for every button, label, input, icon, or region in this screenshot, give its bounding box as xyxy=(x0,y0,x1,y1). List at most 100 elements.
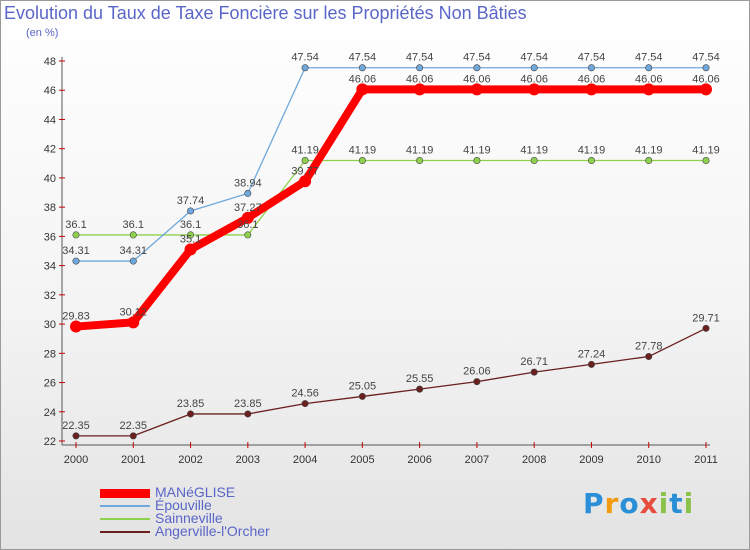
logo-letter: o xyxy=(619,487,640,520)
y-tick-label: 38 xyxy=(44,202,56,214)
data-point xyxy=(702,324,710,332)
data-point xyxy=(642,83,655,96)
data-point xyxy=(585,83,598,96)
data-label: 36.1 xyxy=(65,219,86,231)
data-point xyxy=(244,189,252,197)
logo-letter: x xyxy=(639,487,659,520)
data-label: 23.85 xyxy=(177,398,205,410)
data-point xyxy=(358,64,366,72)
data-point xyxy=(127,316,140,329)
data-point xyxy=(301,64,309,72)
series-line-2 xyxy=(76,159,706,236)
y-tick-label: 36 xyxy=(44,231,56,243)
data-label: 30.12 xyxy=(120,306,148,318)
y-axis-unit: (en %) xyxy=(26,27,59,39)
x-tick-label: 2010 xyxy=(636,454,660,466)
x-tick-label: 2002 xyxy=(178,454,202,466)
data-label: 35.1 xyxy=(180,234,201,246)
x-tick-label: 2005 xyxy=(350,454,374,466)
legend-item-maneglise: MANéGLISE xyxy=(100,484,360,500)
data-label: 24.56 xyxy=(291,388,319,400)
data-point xyxy=(187,207,195,215)
data-point xyxy=(129,231,137,239)
data-label: 47.54 xyxy=(692,52,720,64)
data-label: 34.31 xyxy=(120,245,148,257)
data-label: 36.1 xyxy=(123,219,144,231)
data-point xyxy=(473,64,481,72)
data-point xyxy=(413,83,426,96)
data-label: 34.31 xyxy=(62,245,90,257)
data-label: 41.19 xyxy=(463,145,491,157)
data-point xyxy=(416,64,424,72)
data-point xyxy=(530,157,538,165)
data-point xyxy=(129,432,137,440)
y-tick-label: 48 xyxy=(44,56,56,68)
data-point xyxy=(244,231,252,239)
legend-swatch-sainneville xyxy=(100,518,150,520)
data-label: 36.1 xyxy=(237,219,258,231)
data-label: 41.19 xyxy=(520,145,548,157)
data-label: 38.94 xyxy=(234,177,262,189)
x-tick-label: 2003 xyxy=(236,454,260,466)
data-point xyxy=(299,175,312,188)
data-point xyxy=(587,64,595,72)
data-label: 47.54 xyxy=(578,52,606,64)
x-tick-label: 2011 xyxy=(694,454,718,466)
x-tick-label: 2006 xyxy=(407,454,431,466)
series-line-0 xyxy=(75,85,706,331)
y-tick-label: 44 xyxy=(44,114,56,126)
data-point xyxy=(530,64,538,72)
data-label: 46.06 xyxy=(520,73,548,85)
series-line-3 xyxy=(76,327,707,437)
legend-swatch-angerville xyxy=(100,531,150,533)
y-tick-label: 46 xyxy=(44,85,56,97)
data-label: 37.27 xyxy=(234,202,262,214)
data-label: 46.06 xyxy=(692,73,720,85)
data-label: 29.83 xyxy=(62,311,90,323)
legend-swatch-maneglise xyxy=(100,489,150,498)
data-label: 46.06 xyxy=(578,73,606,85)
data-point xyxy=(358,392,366,400)
data-label: 41.19 xyxy=(578,145,606,157)
data-label: 41.19 xyxy=(635,145,663,157)
data-label: 41.19 xyxy=(291,145,319,157)
data-point xyxy=(70,320,82,333)
y-tick-label: 32 xyxy=(44,290,56,302)
data-point xyxy=(184,243,197,256)
data-label: 27.24 xyxy=(578,348,606,360)
data-label: 37.74 xyxy=(177,195,205,207)
data-label: 39.77 xyxy=(291,165,319,177)
data-point xyxy=(301,157,309,165)
data-point xyxy=(528,83,541,96)
data-label: 46.06 xyxy=(463,73,491,85)
data-point xyxy=(587,157,595,165)
y-tick-label: 40 xyxy=(44,173,56,185)
data-label: 22.35 xyxy=(120,420,148,432)
chart-title: Evolution du Taux de Taxe Foncière sur l… xyxy=(4,3,527,23)
y-tick-label: 30 xyxy=(44,319,56,331)
data-point xyxy=(530,368,538,376)
data-point xyxy=(416,385,424,393)
y-tick-label: 24 xyxy=(44,407,56,419)
data-point xyxy=(72,257,80,265)
data-label: 47.54 xyxy=(291,52,319,64)
data-label: 41.19 xyxy=(406,145,434,157)
data-label: 25.55 xyxy=(406,373,434,385)
data-label: 41.19 xyxy=(692,145,720,157)
y-tick-label: 42 xyxy=(44,144,56,156)
data-point xyxy=(356,83,369,96)
legend-item-epouville: Épouville xyxy=(100,497,360,513)
data-label: 29.71 xyxy=(692,312,720,324)
series-line-1 xyxy=(76,67,706,262)
x-tick-label: 2009 xyxy=(579,454,603,466)
data-point xyxy=(700,83,712,96)
data-label: 25.05 xyxy=(349,380,377,392)
legend-swatch-epouville xyxy=(100,505,150,507)
logo-letter: t xyxy=(669,487,684,520)
data-label: 41.19 xyxy=(349,145,377,157)
logo-letter: r xyxy=(604,487,620,520)
data-label: 46.06 xyxy=(635,73,663,85)
proxiti-logo: Proxiti xyxy=(583,487,694,520)
x-tick-label: 2001 xyxy=(121,454,145,466)
